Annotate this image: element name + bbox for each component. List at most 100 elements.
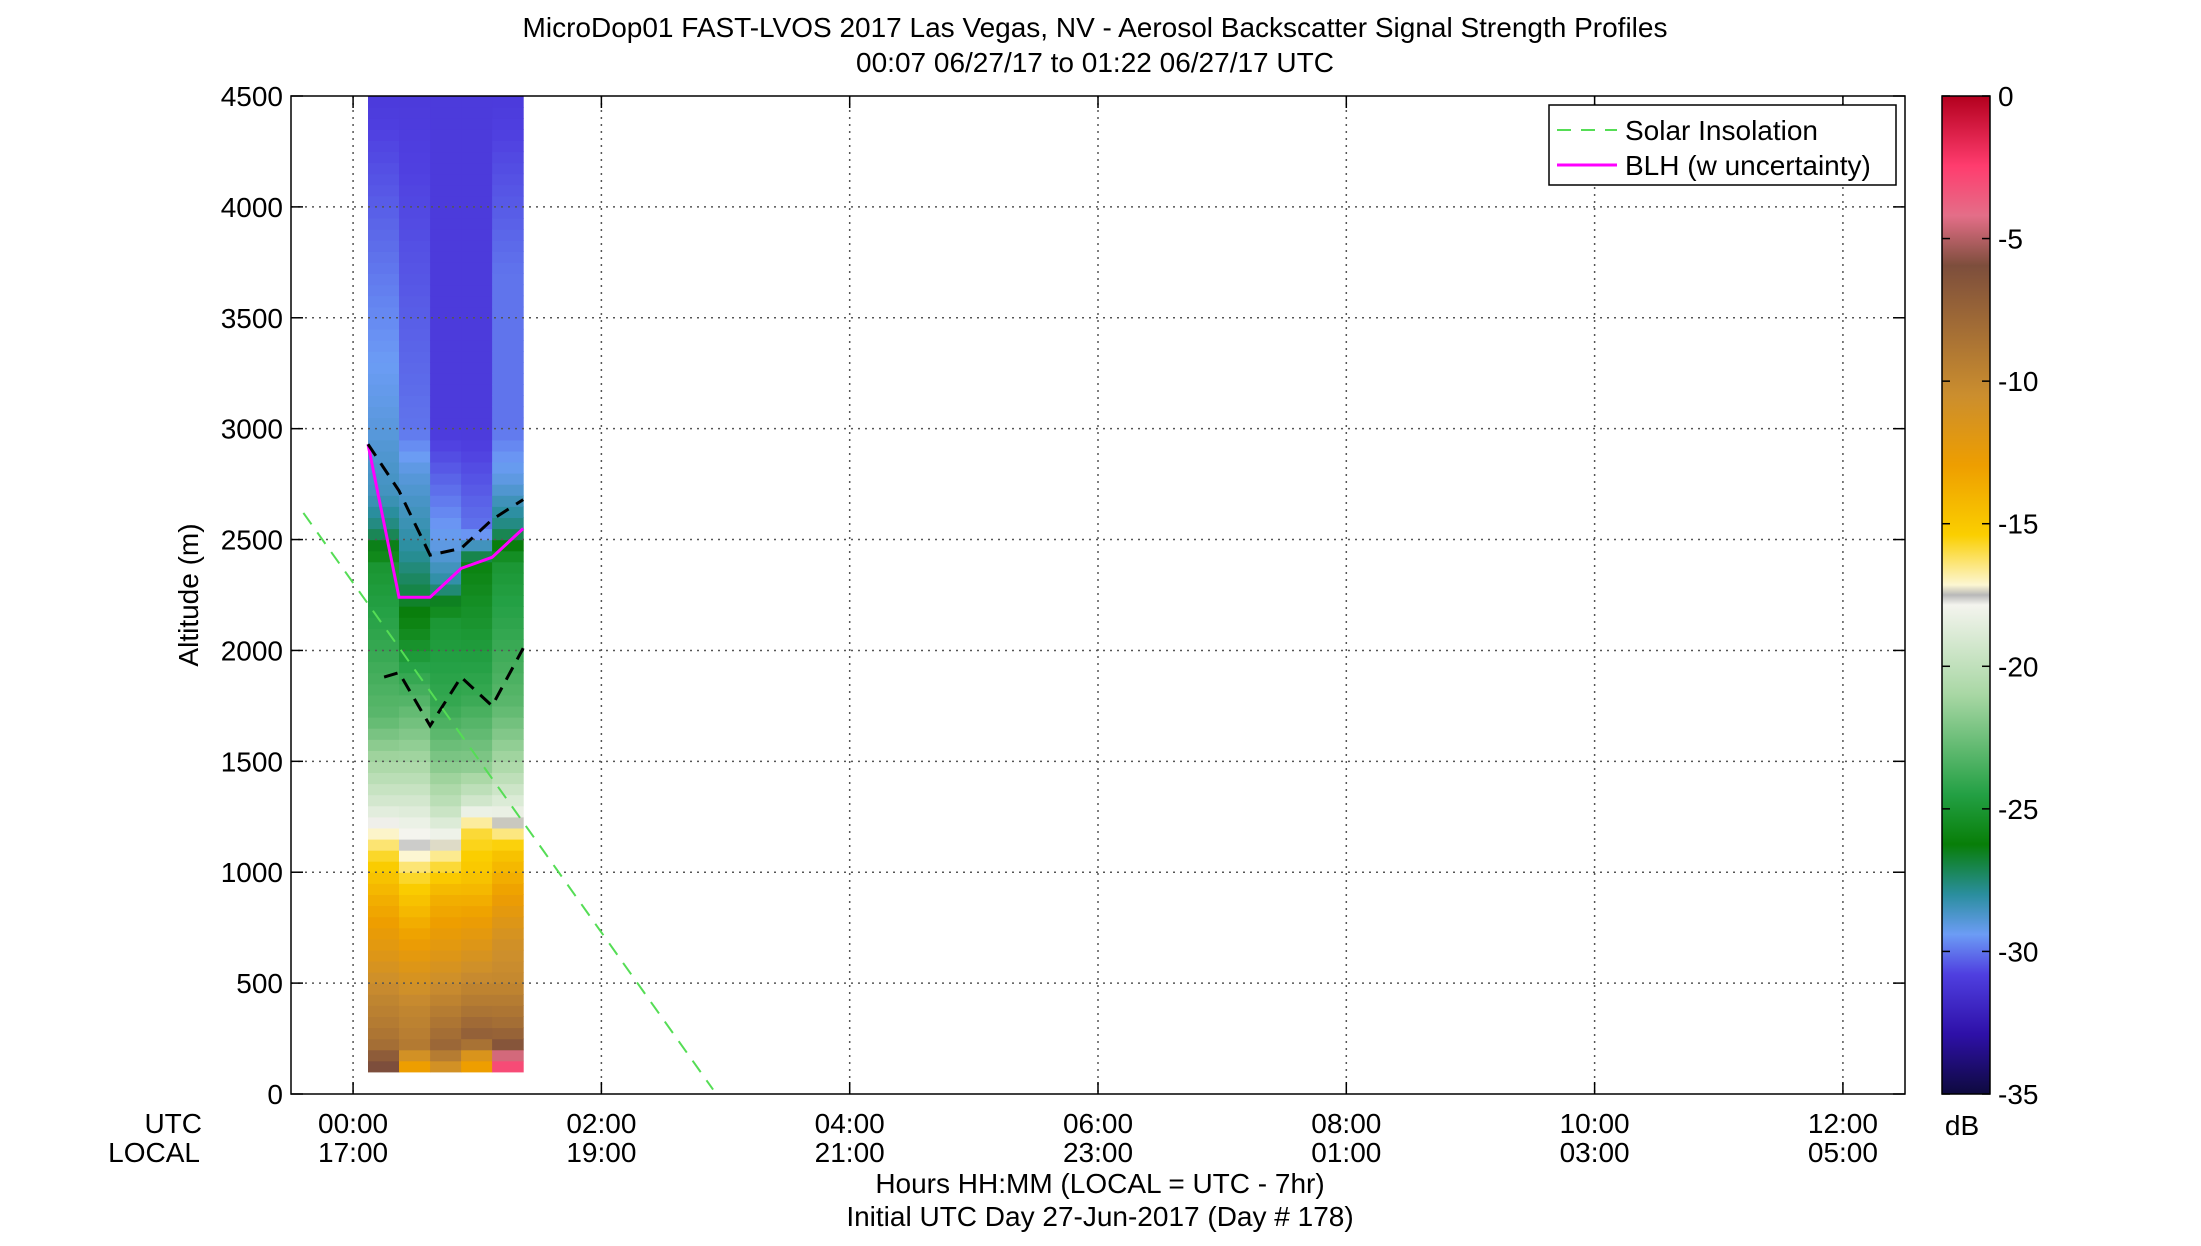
- heatmap-cell: [368, 772, 400, 785]
- heatmap-cell: [492, 694, 524, 707]
- heatmap-cell: [399, 473, 431, 485]
- heatmap-cell: [492, 295, 524, 308]
- heatmap-cell: [492, 595, 524, 607]
- heatmap-cell: [492, 384, 524, 396]
- heatmap-cell: [430, 129, 462, 141]
- heatmap-cell: [368, 351, 400, 363]
- colorbar-tick-label: 0: [1998, 81, 2014, 112]
- heatmap-cell: [492, 473, 524, 485]
- heatmap-cell: [430, 827, 462, 840]
- heatmap-cell: [368, 206, 400, 219]
- heatmap-cell: [461, 872, 493, 884]
- heatmap-cell: [399, 705, 431, 718]
- heatmap-cell: [492, 883, 524, 895]
- heatmap-cell: [430, 983, 462, 995]
- heatmap-cell: [399, 761, 431, 773]
- heatmap-cell: [461, 617, 493, 629]
- heatmap-cell: [461, 816, 493, 829]
- heatmap-cell: [461, 1060, 493, 1073]
- heatmap-cell: [430, 1016, 462, 1029]
- heatmap-cell: [430, 872, 462, 884]
- heatmap-cell: [461, 572, 493, 585]
- heatmap-cell: [461, 628, 493, 640]
- heatmap-cell: [492, 195, 524, 208]
- x-tick-label-local: 03:00: [1560, 1137, 1630, 1168]
- heatmap-cell: [368, 384, 400, 396]
- heatmap-cell: [461, 949, 493, 962]
- heatmap-cell: [430, 417, 462, 430]
- heatmap-cell: [430, 883, 462, 895]
- heatmap-cell: [399, 927, 431, 940]
- heatmap-cell: [492, 1005, 524, 1017]
- heatmap-cell: [492, 550, 524, 563]
- colorbar-tick-label: -30: [1998, 936, 2038, 967]
- heatmap-cell: [430, 517, 462, 530]
- y-axis: 0 500 1000 1500 2000 2500 3000 3500 4000 4500: [221, 81, 1905, 1110]
- heatmap-cell: [461, 839, 493, 851]
- heatmap-cell: [399, 850, 431, 862]
- heatmap-cell: [368, 417, 400, 430]
- heatmap-cell: [430, 1038, 462, 1051]
- heatmap-cell: [368, 905, 400, 918]
- heatmap-cell: [492, 916, 524, 929]
- heatmap-cell: [430, 761, 462, 773]
- heatmap-cell: [461, 506, 493, 518]
- heatmap-cell: [461, 994, 493, 1006]
- heatmap-cell: [368, 406, 400, 419]
- heatmap-cell: [461, 916, 493, 929]
- heatmap-cell: [368, 650, 400, 663]
- heatmap-cell: [461, 184, 493, 197]
- heatmap-cell: [430, 1049, 462, 1062]
- heatmap-cell: [461, 284, 493, 297]
- heatmap-cell: [368, 561, 400, 574]
- heatmap-cell: [461, 450, 493, 463]
- heatmap-cell: [368, 118, 400, 130]
- heatmap-cell: [492, 406, 524, 419]
- heatmap-cell: [368, 306, 400, 319]
- heatmap-cell: [368, 816, 400, 829]
- heatmap-cell: [399, 1027, 431, 1040]
- heatmap-cell: [399, 351, 431, 363]
- heatmap-cell: [399, 206, 431, 219]
- heatmap-cell: [368, 284, 400, 297]
- heatmap-cell: [492, 872, 524, 884]
- heatmap-cell: [492, 484, 524, 496]
- heatmap-cell: [399, 750, 431, 762]
- heatmap-cell: [430, 362, 462, 374]
- heatmap-cell: [430, 728, 462, 740]
- heatmap-cell: [399, 96, 431, 108]
- heatmap-cell: [399, 916, 431, 929]
- heatmap-cell: [492, 251, 524, 263]
- heatmap-cell: [492, 583, 524, 596]
- legend-box: [1548, 104, 1897, 186]
- grid: [291, 96, 1905, 1094]
- heatmap-cell: [399, 273, 431, 286]
- y-tick-label: 0: [267, 1079, 283, 1110]
- heatmap-cell: [492, 617, 524, 629]
- heatmap-cell: [461, 717, 493, 729]
- heatmap-cell: [430, 650, 462, 663]
- heatmap-cell: [492, 661, 524, 674]
- heatmap-cell: [368, 927, 400, 940]
- heatmap-cell: [492, 351, 524, 363]
- heatmap-cell: [399, 240, 431, 252]
- heatmap-cell: [399, 229, 431, 241]
- heatmap-cell: [461, 1027, 493, 1040]
- heatmap-cell: [399, 861, 431, 873]
- heatmap-cell: [399, 107, 431, 119]
- heatmap-cell: [399, 606, 431, 618]
- heatmap-cell: [430, 672, 462, 685]
- heatmap-cell: [368, 861, 400, 873]
- heatmap-cell: [368, 262, 400, 274]
- heatmap-cell: [461, 107, 493, 119]
- heatmap-cell: [492, 927, 524, 940]
- heatmap-cell: [492, 417, 524, 430]
- heatmap-cell: [430, 972, 462, 984]
- heatmap-cell: [430, 938, 462, 951]
- heatmap-cell: [461, 306, 493, 319]
- colorbar-tick-label: -25: [1998, 794, 2038, 825]
- heatmap-cell: [399, 262, 431, 274]
- heatmap-cell: [368, 450, 400, 463]
- heatmap-cell: [461, 206, 493, 219]
- heatmap-cell: [399, 827, 431, 840]
